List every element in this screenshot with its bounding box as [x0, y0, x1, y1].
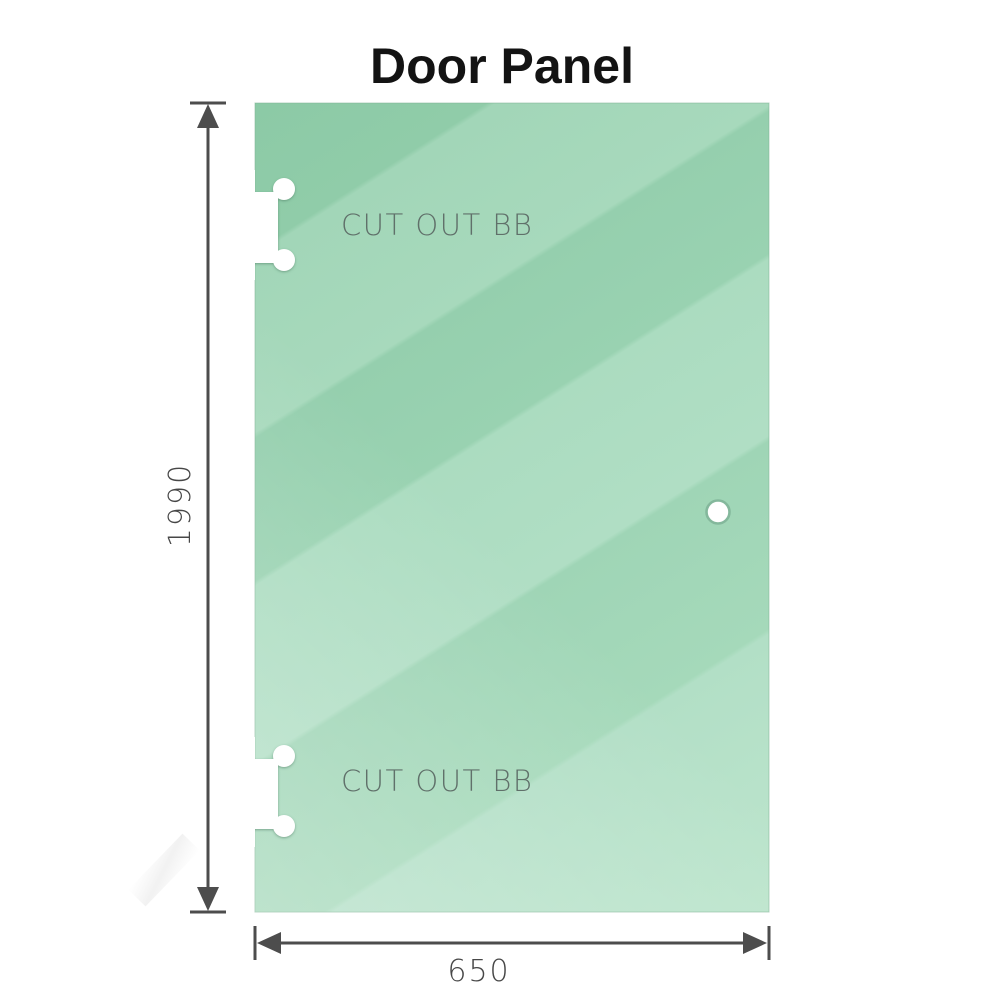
bottom-cutout-label: CUT OUT BB [341, 764, 533, 798]
width-dimension [253, 926, 771, 960]
width-dim-arrow-left-icon [257, 932, 281, 954]
handle-hole [705, 499, 731, 525]
page-title: Door Panel [370, 38, 634, 94]
glass-panel-highlight [255, 103, 769, 912]
height-dim-value: 1990 [163, 463, 198, 547]
width-dim-arrow-right-icon [743, 932, 767, 954]
top-cutout-label: CUT OUT BB [341, 208, 533, 242]
height-dim-arrow-up-icon [197, 104, 219, 128]
height-dimension [190, 101, 226, 914]
background-smudge [128, 833, 200, 907]
bottom-cutout-edge-mask [225, 737, 255, 847]
width-dim-value: 650 [447, 954, 510, 989]
top-cutout-edge-mask [225, 170, 255, 280]
height-dim-arrow-down-icon [197, 887, 219, 911]
